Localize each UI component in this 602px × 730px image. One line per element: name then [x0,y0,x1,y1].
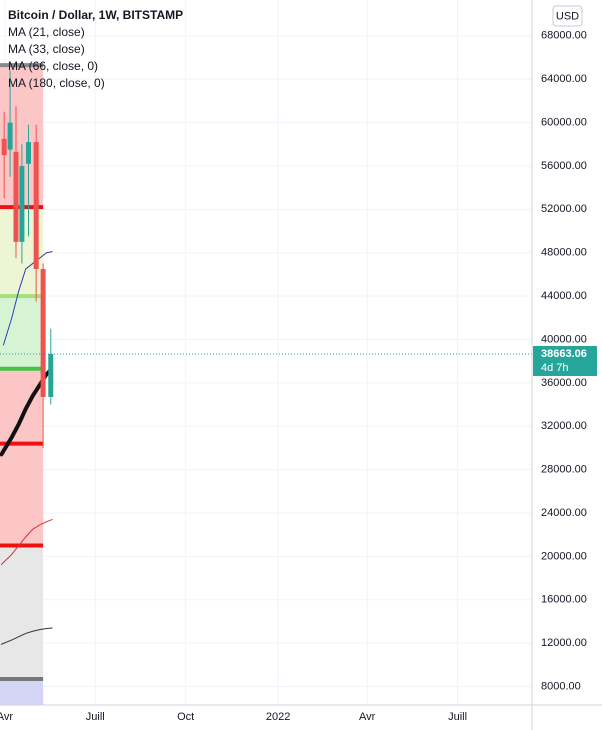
candle-body [48,353,54,397]
zone [0,545,44,679]
candle-body [13,151,19,242]
x-tick-label: Oct [177,711,194,723]
moving-average [0,519,53,566]
moving-average [2,251,53,346]
x-tick-label: Avr [359,711,376,723]
y-tick-label: 60000.00 [541,116,587,128]
plot-area [0,0,532,705]
currency-label: USD [556,10,579,22]
y-tick-label: 16000.00 [541,594,587,606]
zone [0,368,44,546]
candle-body [19,165,25,242]
chart-title: Bitcoin / Dollar, 1W, BITSTAMP [8,8,183,22]
zone [0,678,44,705]
x-tick-label: Juill [86,711,105,723]
legend-entry: MA (21, close) [8,25,85,39]
x-tick-label: Avr [0,711,13,723]
legend-entry: MA (66, close, 0) [8,59,98,73]
y-tick-label: 40000.00 [541,333,587,345]
y-tick-label: 20000.00 [541,550,587,562]
x-tick-label: 2022 [266,711,290,723]
last-price-box [533,345,597,376]
legend-entry: MA (33, close) [8,42,85,56]
zone [0,296,44,369]
x-tick-label: Juill [448,711,467,723]
y-tick-label: 44000.00 [541,290,587,302]
y-tick-label: 36000.00 [541,377,587,389]
countdown-label: 4d 7h [541,362,569,374]
y-tick-label: 52000.00 [541,203,587,215]
currency-button[interactable] [552,5,583,27]
y-tick-label: 12000.00 [541,637,587,649]
moving-average [0,627,53,645]
y-tick-label: 56000.00 [541,160,587,172]
y-tick-label: 48000.00 [541,247,587,259]
candle-body [7,122,13,150]
candle-body [33,142,39,269]
last-price-label: 38663.06 [541,348,587,360]
y-tick-label: 64000.00 [541,73,587,85]
y-tick-label: 32000.00 [541,420,587,432]
legend-entry: MA (180, close, 0) [8,76,105,90]
y-tick-label: 8000.00 [541,680,581,692]
y-tick-label: 28000.00 [541,464,587,476]
candle-body [1,138,7,156]
candle-body [26,142,32,164]
candle-body [40,268,46,397]
y-tick-label: 68000.00 [541,30,587,42]
y-tick-label: 24000.00 [541,507,587,519]
